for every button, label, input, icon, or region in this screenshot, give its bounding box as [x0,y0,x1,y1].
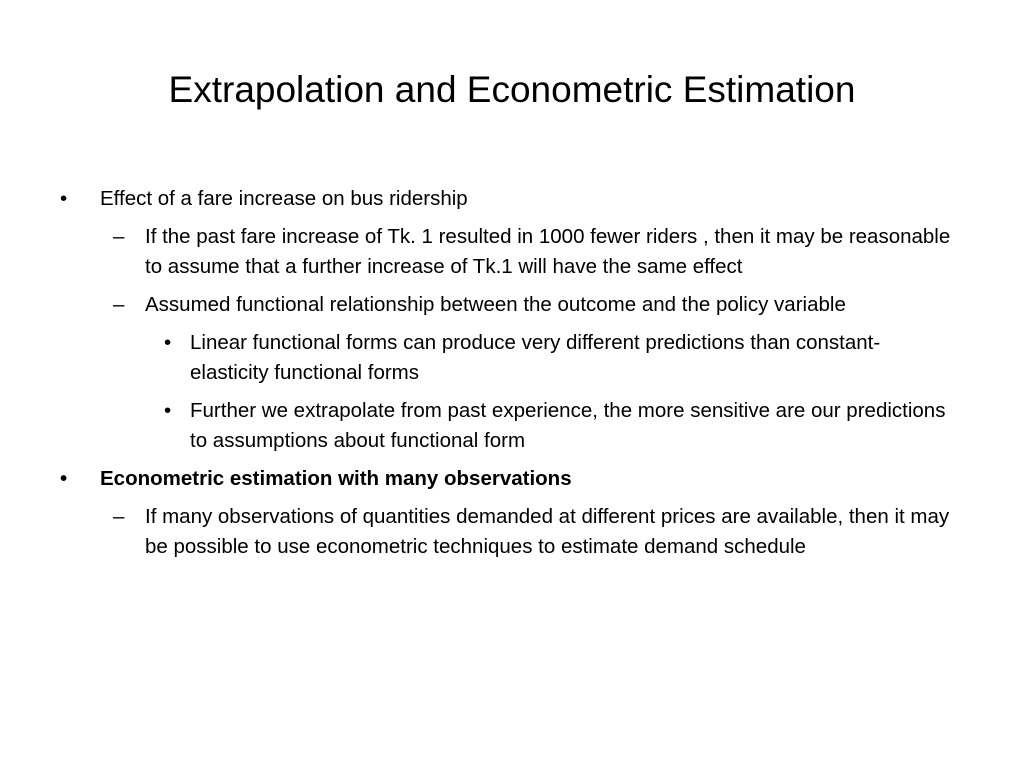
bullet-item: – Assumed functional relationship between… [113,290,955,320]
bullet-item: • Linear functional forms can produce ver… [164,328,950,388]
slide-body: • Effect of a fare increase on bus riders… [0,184,1024,570]
bullet-marker: – [113,225,125,248]
bullet-item: • Econometric estimation with many observ… [60,464,955,494]
bullet-marker: – [113,505,125,528]
bullet-item: • Effect of a fare increase on bus riders… [60,184,955,214]
bullet-text: Assumed functional relationship between … [145,293,846,316]
bullet-marker: • [164,399,172,422]
bullet-item: – If many observations of quantities dema… [113,502,955,562]
bullet-text: If the past fare increase of Tk. 1 resul… [145,225,951,278]
bullet-item: • Further we extrapolate from past experi… [164,396,950,456]
bullet-text: If many observations of quantities deman… [145,505,950,558]
bullet-text: Linear functional forms can produce very… [190,331,881,384]
bullet-item: – If the past fare increase of Tk. 1 resu… [113,222,955,282]
slide-title: Extrapolation and Econometric Estimation [168,69,856,110]
bullet-marker: • [60,467,68,490]
bullet-marker: • [164,331,172,354]
bullet-text: Effect of a fare increase on bus ridersh… [100,187,468,210]
bullet-text: Further we extrapolate from past experie… [190,399,946,452]
bullet-text: Econometric estimation with many observa… [100,467,572,490]
bullet-marker: – [113,293,125,316]
bullet-marker: • [60,187,68,210]
